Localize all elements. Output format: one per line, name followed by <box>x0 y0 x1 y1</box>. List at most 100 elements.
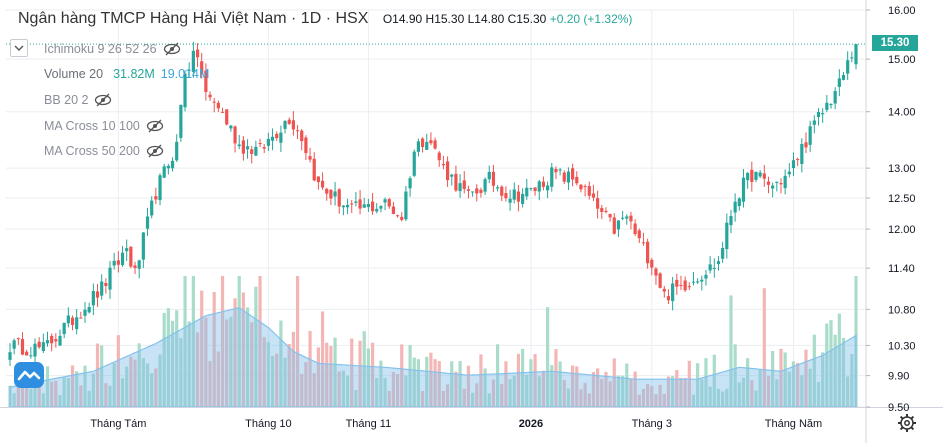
volume-bar <box>696 363 700 407</box>
indicator-ichimoku[interactable]: Ichimoku 9 26 52 26 <box>44 38 181 60</box>
eye-slash-icon[interactable] <box>94 93 112 107</box>
volume-bar <box>291 331 295 407</box>
eye-slash-icon[interactable] <box>163 42 181 56</box>
candle-body <box>179 104 183 138</box>
volume-bar <box>37 383 41 407</box>
volume-bar <box>783 352 787 407</box>
volume-bar <box>283 357 287 407</box>
volume-bar <box>746 358 750 407</box>
symbol-title[interactable]: Ngân hàng TMCP Hàng Hải Việt Nam · 1D · … <box>18 10 369 27</box>
x-tick-label: Tháng Năm <box>765 418 822 430</box>
candle-body <box>454 173 458 191</box>
eye-slash-icon[interactable] <box>146 144 164 158</box>
indicator-volume[interactable]: Volume 20 31.82M 19.014M <box>44 63 209 85</box>
candle-body <box>729 216 733 226</box>
open-value: O14.90 <box>382 12 423 26</box>
volume-bar <box>712 354 716 407</box>
y-tick-label: 11.40 <box>888 263 915 275</box>
candle-body <box>425 141 429 150</box>
candle-body <box>412 151 416 176</box>
candle-body <box>350 203 354 205</box>
candle-body <box>666 296 671 301</box>
volume-bar <box>487 393 491 407</box>
candle-body <box>575 176 579 184</box>
candle-body <box>441 163 446 166</box>
candle-body <box>366 203 371 208</box>
candle-body <box>787 171 791 175</box>
ohlc-readout: O14.90 H15.30 L14.80 C15.30 +0.20 (+1.32… <box>383 12 633 26</box>
volume-bar <box>141 358 145 407</box>
price-axis[interactable]: 16.00 15.00 14.00 13.00 12.50 12.00 11.40 10.80… <box>866 5 916 414</box>
candle-body <box>204 70 208 93</box>
candle-body <box>37 341 41 348</box>
candle-body <box>33 343 37 357</box>
volume-bar <box>320 311 325 407</box>
volume-bar <box>150 373 154 407</box>
candle-body <box>116 260 120 265</box>
volume-bar <box>521 348 525 407</box>
volume-bar <box>837 313 841 407</box>
volume-bar <box>387 390 391 407</box>
volume-bar <box>704 358 708 407</box>
volume-bar <box>546 307 550 407</box>
eye-slash-icon[interactable] <box>146 119 164 133</box>
volume-bar <box>554 349 558 407</box>
candle-body <box>170 160 175 169</box>
volume-bar <box>275 353 279 407</box>
candle-body <box>220 111 225 113</box>
candle-body <box>237 144 241 147</box>
volume-bar <box>62 377 66 407</box>
volume-bar <box>254 286 258 407</box>
indicator-ma-cross-10-100[interactable]: MA Cross 10 100 <box>44 115 164 137</box>
volume-bar <box>100 345 104 407</box>
candle-body <box>50 335 54 344</box>
candle-body <box>254 146 258 156</box>
volume-bar <box>354 390 358 407</box>
volume-bar <box>800 375 804 407</box>
volume-ma-area <box>9 307 857 408</box>
volume-bar <box>358 340 362 407</box>
volume-bar <box>654 394 658 407</box>
candle-body <box>445 161 450 181</box>
candle-body <box>8 352 12 360</box>
volume-bar <box>646 383 650 407</box>
volume-bar <box>362 331 366 407</box>
volume-bar <box>204 317 208 407</box>
candle-body <box>341 205 345 208</box>
last-price-label: 15.30 <box>872 35 918 51</box>
collapse-indicators-button[interactable] <box>10 39 28 57</box>
gear-icon[interactable] <box>897 413 917 433</box>
volume-bar <box>162 312 166 407</box>
volume-bar <box>445 384 450 407</box>
volume-bar <box>754 390 758 407</box>
candle-body <box>191 50 195 72</box>
tradingview-logo-icon[interactable] <box>14 362 44 388</box>
volume-bar <box>370 342 375 407</box>
candle-body <box>58 335 62 346</box>
time-axis[interactable]: Tháng Tám Tháng 10 Tháng 11 2026 Tháng 3 Thán… <box>90 418 822 430</box>
candle-body <box>133 265 137 269</box>
candle-body <box>162 166 166 178</box>
x-tick-label: Tháng 3 <box>632 418 672 430</box>
volume-bar <box>404 375 408 407</box>
indicator-ma-cross-50-200[interactable]: MA Cross 50 200 <box>44 140 164 162</box>
candle-body <box>762 173 766 179</box>
volume-bar <box>750 380 754 407</box>
volume-bar <box>841 337 846 407</box>
candle-body <box>375 208 379 212</box>
indicator-bb[interactable]: BB 20 2 <box>44 89 112 111</box>
candle-body <box>508 198 512 203</box>
candle-body <box>270 136 275 141</box>
volume-bar <box>579 389 583 407</box>
candle-body <box>87 307 91 313</box>
volume-bar <box>408 345 412 407</box>
volume-bar <box>558 361 562 407</box>
candle-body <box>641 242 646 244</box>
candle-body <box>754 171 758 180</box>
volume-bar <box>112 363 116 407</box>
volume-bar <box>250 322 254 407</box>
x-tick-label: Tháng 10 <box>245 418 291 430</box>
volume-bar <box>575 366 579 407</box>
